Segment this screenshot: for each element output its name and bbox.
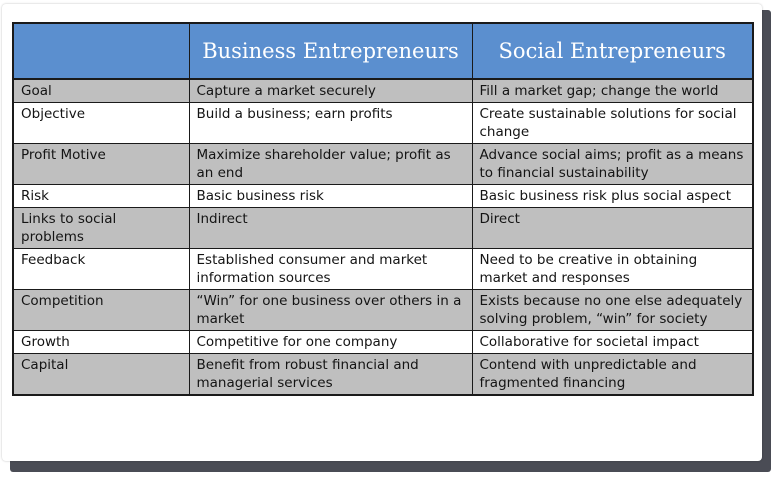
row-label-feedback: Feedback <box>12 248 190 290</box>
table-row: Goal Capture a market securely Fill a ma… <box>12 78 754 103</box>
business-cell-objective: Build a business; earn profits <box>188 102 473 144</box>
table-row: Growth Competitive for one company Colla… <box>12 330 754 354</box>
social-cell-growth: Collaborative for societal impact <box>471 330 754 354</box>
social-cell-objective: Create sustainable solutions for social … <box>471 102 754 144</box>
business-cell-feedback: Established consumer and market informat… <box>188 248 473 290</box>
social-cell-feedback: Need to be creative in obtaining market … <box>471 248 754 290</box>
table-row: Links to social problems Indirect Direct <box>12 207 754 249</box>
business-cell-links: Indirect <box>188 207 473 249</box>
header-row: Business Entrepreneurs Social Entreprene… <box>12 22 754 80</box>
social-cell-links: Direct <box>471 207 754 249</box>
row-label-links-to-social-problems: Links to social problems <box>12 207 190 249</box>
table-row: Objective Build a business; earn profits… <box>12 102 754 144</box>
header-corner-cell <box>12 22 190 80</box>
row-label-growth: Growth <box>12 330 190 354</box>
business-cell-growth: Competitive for one company <box>188 330 473 354</box>
row-label-objective: Objective <box>12 102 190 144</box>
social-cell-competition: Exists because no one else adequately so… <box>471 289 754 331</box>
business-cell-goal: Capture a market securely <box>188 78 473 103</box>
table-row: Competition “Win” for one business over … <box>12 289 754 331</box>
row-label-profit-motive: Profit Motive <box>12 143 190 185</box>
header-social-entrepreneurs: Social Entrepreneurs <box>471 22 754 80</box>
row-label-risk: Risk <box>12 184 190 208</box>
table-row: Profit Motive Maximize shareholder value… <box>12 143 754 185</box>
social-cell-capital: Contend with unpredictable and fragmente… <box>471 353 754 396</box>
table-row: Capital Benefit from robust financial an… <box>12 353 754 396</box>
business-cell-competition: “Win” for one business over others in a … <box>188 289 473 331</box>
row-label-competition: Competition <box>12 289 190 331</box>
social-cell-profit-motive: Advance social aims; profit as a means t… <box>471 143 754 185</box>
comparison-table: Business Entrepreneurs Social Entreprene… <box>12 22 754 396</box>
row-label-capital: Capital <box>12 353 190 396</box>
business-cell-capital: Benefit from robust financial and manage… <box>188 353 473 396</box>
business-cell-profit-motive: Maximize shareholder value; profit as an… <box>188 143 473 185</box>
row-label-goal: Goal <box>12 78 190 103</box>
social-cell-risk: Basic business risk plus social aspect <box>471 184 754 208</box>
social-cell-goal: Fill a market gap; change the world <box>471 78 754 103</box>
table-row: Feedback Established consumer and market… <box>12 248 754 290</box>
header-business-entrepreneurs: Business Entrepreneurs <box>188 22 473 80</box>
table-row: Risk Basic business risk Basic business … <box>12 184 754 208</box>
business-cell-risk: Basic business risk <box>188 184 473 208</box>
